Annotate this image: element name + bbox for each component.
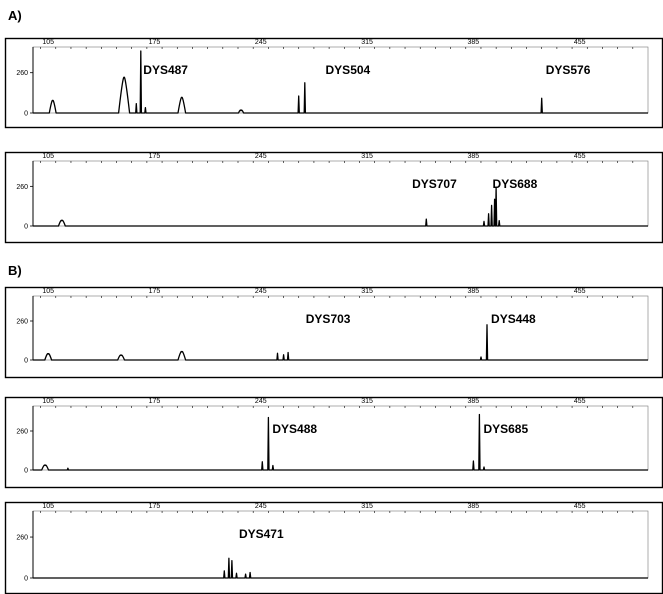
chart-panel-4: 105 175 245 315 385 455 260 0 DYS488 DYS685 [4, 396, 663, 489]
plot-area [32, 405, 649, 471]
x-tick-label: 315 [361, 398, 373, 405]
y-tick-label: 260 [16, 70, 28, 77]
x-tick-label: 385 [468, 39, 480, 46]
x-tick-label: 455 [574, 288, 586, 295]
y-tick-label: 0 [24, 358, 28, 365]
x-tick-label: 455 [574, 39, 586, 46]
x-tick-label: 175 [149, 398, 161, 405]
marker-label: DYS688 [493, 177, 538, 191]
x-tick-label: 385 [468, 153, 480, 160]
x-tick-label: 455 [574, 503, 586, 510]
x-tick-label: 385 [468, 288, 480, 295]
y-tick-label: 260 [16, 429, 28, 436]
plot-area [32, 160, 649, 227]
x-tick-label: 175 [149, 503, 161, 510]
x-tick-label: 105 [42, 398, 54, 405]
y-tick-label: 0 [24, 468, 28, 475]
panel-frame [4, 37, 663, 129]
x-tick-label: 175 [149, 153, 161, 160]
x-tick-label: 315 [361, 503, 373, 510]
x-tick-label: 105 [42, 153, 54, 160]
x-tick-label: 315 [361, 39, 373, 46]
y-tick-label: 0 [24, 111, 28, 118]
panel-frame [4, 286, 663, 379]
panel-frame [4, 501, 663, 594]
trace-line [33, 557, 648, 579]
x-tick-label: 245 [255, 153, 267, 160]
x-tick-label: 105 [42, 503, 54, 510]
x-tick-label: 245 [255, 288, 267, 295]
x-tick-label: 245 [255, 503, 267, 510]
y-tick-label: 0 [24, 224, 28, 231]
x-tick-label: 105 [42, 39, 54, 46]
marker-label: DYS685 [483, 422, 528, 436]
marker-label: DYS488 [272, 422, 317, 436]
trace-line [33, 50, 648, 114]
x-tick-label: 175 [149, 288, 161, 295]
plot-area [32, 510, 649, 579]
marker-label: DYS703 [306, 312, 351, 326]
x-tick-label: 385 [468, 398, 480, 405]
chart-panel-1: 105 175 245 315 385 455 260 0 DYS487 DYS504 DYS576 [4, 37, 663, 129]
x-tick-label: 455 [574, 398, 586, 405]
chart-panel-2: 105 175 245 315 385 455 260 0 DYS707 DYS688 [4, 151, 663, 244]
x-tick-label: 455 [574, 153, 586, 160]
y-tick-label: 0 [24, 576, 28, 583]
marker-label: DYS487 [143, 63, 188, 77]
marker-label: DYS707 [412, 177, 457, 191]
trace-line [33, 324, 648, 361]
y-tick-label: 260 [16, 535, 28, 542]
x-tick-label: 105 [42, 288, 54, 295]
x-tick-label: 245 [255, 39, 267, 46]
trace-line [33, 413, 648, 471]
x-tick-label: 175 [149, 39, 161, 46]
chart-panel-3: 105 175 245 315 385 455 260 0 DYS703 DYS448 [4, 286, 663, 379]
marker-label: DYS471 [239, 527, 284, 541]
y-tick-label: 260 [16, 319, 28, 326]
x-tick-label: 245 [255, 398, 267, 405]
chart-panel-5: 105 175 245 315 385 455 260 0 DYS471 [4, 501, 663, 594]
marker-label: DYS504 [326, 63, 371, 77]
panel-frame [4, 396, 663, 489]
x-tick-label: 385 [468, 503, 480, 510]
section-label-a: A) [8, 8, 22, 23]
marker-label: DYS576 [546, 63, 591, 77]
x-tick-label: 315 [361, 153, 373, 160]
plot-area [32, 295, 649, 361]
x-tick-label: 315 [361, 288, 373, 295]
y-tick-label: 260 [16, 184, 28, 191]
trace-line [33, 186, 648, 227]
panel-frame [4, 151, 663, 244]
marker-label: DYS448 [491, 312, 536, 326]
section-label-b: B) [8, 263, 22, 278]
